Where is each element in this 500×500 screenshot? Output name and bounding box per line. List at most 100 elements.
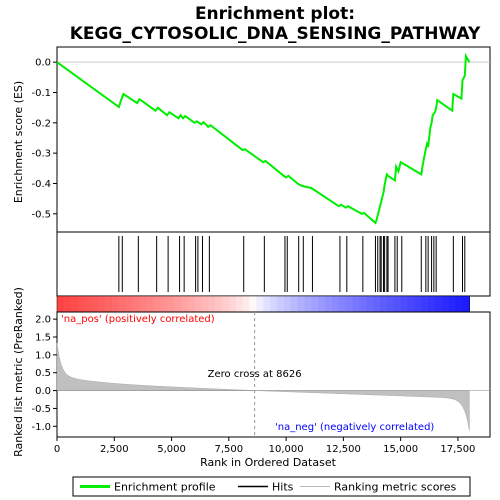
- rank-color-bar-segment: [304, 296, 312, 312]
- rank-color-bar-segment: [407, 296, 415, 312]
- rank-color-bar-segment: [160, 296, 168, 312]
- es-y-axis-title: Enrichment score (ES): [12, 81, 25, 203]
- rank-color-bar-segment: [325, 296, 333, 312]
- rank-color-bar-segment: [311, 296, 319, 312]
- x-tick-label: 10,000: [269, 444, 304, 455]
- rank-color-bar-segment: [263, 296, 271, 312]
- x-tick-label: 2,500: [100, 444, 129, 455]
- rank-color-bar-segment: [180, 296, 189, 312]
- rank-color-bar-segment: [57, 296, 65, 312]
- rank-color-bar-segment: [256, 296, 264, 312]
- rank-color-bar-segment: [359, 296, 367, 312]
- rank-color-bar-segment: [414, 296, 422, 312]
- rank-color-bar-segment: [318, 296, 326, 312]
- x-tick-label: 0: [54, 444, 60, 455]
- es-y-tick-label: -0.2: [31, 118, 51, 129]
- rank-color-bar-segment: [187, 296, 196, 312]
- rank-color-bar-segment: [462, 296, 470, 312]
- rank-color-bar-segment: [428, 296, 436, 312]
- rank-color-bar-segment: [235, 296, 244, 312]
- rank-color-bar-segment: [221, 296, 230, 312]
- rank-color-bar-segment: [98, 296, 106, 312]
- rank-color-bar-segment: [276, 296, 285, 312]
- rank-color-bar-segment: [91, 296, 99, 312]
- chart-title-line-1: Enrichment plot:: [195, 4, 355, 24]
- rank-color-bar-segment: [146, 296, 154, 312]
- rank-color-bar-segment: [338, 296, 347, 312]
- legend-label: Hits: [272, 481, 294, 494]
- rank-color-bar-segment: [455, 296, 464, 312]
- legend: Enrichment profile Hits Ranking metric sco…: [72, 476, 471, 497]
- rank-color-bar-segment: [435, 296, 443, 312]
- rank-y-tick-label: 1.0: [35, 350, 51, 361]
- rank-color-bar-segment: [105, 296, 113, 312]
- es-y-tick-label: -0.4: [31, 179, 51, 190]
- rank-color-bar-segment: [448, 296, 457, 312]
- es-y-tick-label: -0.5: [31, 209, 51, 220]
- x-tick-label: 12,500: [326, 444, 361, 455]
- x-tick-label: 15,000: [383, 444, 418, 455]
- rank-color-bar-segment: [70, 296, 79, 312]
- rank-y-tick-label: 2.0: [35, 315, 51, 326]
- legend-label: Ranking metric scores: [334, 481, 456, 494]
- rank-color-bar-segment: [132, 296, 141, 312]
- chart-title-line-2: KEGG_CYTOSOLIC_DNA_SENSING_PATHWAY: [70, 24, 481, 44]
- rank-color-bar-segment: [242, 296, 251, 312]
- rank-color-bar-segment: [166, 296, 175, 312]
- rank-color-bar-segment: [249, 296, 257, 312]
- rank-color-bar-segment: [421, 296, 429, 312]
- rank-color-bar-segment: [380, 296, 388, 312]
- x-tick-label: 7,500: [215, 444, 244, 455]
- rank-color-bar-segment: [77, 296, 86, 312]
- rank-y-axis-title: Ranked list metric (PreRanked): [12, 287, 25, 457]
- rank-color-bar-segment: [228, 296, 237, 312]
- x-tick-label: 17,500: [440, 444, 475, 455]
- hits-panel: [56, 231, 491, 313]
- rank-y-tick-label: -1.0: [31, 422, 51, 433]
- rank-color-bar-segment: [297, 296, 306, 312]
- neg-correlated-label: 'na_neg' (negatively correlated): [275, 422, 434, 433]
- rank-color-bar-segment: [194, 296, 202, 312]
- rank-color-bar-segment: [84, 296, 92, 312]
- rank-color-bar-segment: [153, 296, 161, 312]
- x-axis-title: Rank in Ordered Dataset: [200, 456, 337, 469]
- rank-y-tick-label: 1.5: [35, 333, 51, 344]
- rank-color-bar-segment: [173, 296, 182, 312]
- rank-panel: Zero cross at 8626 'na_pos' (positively c…: [31, 311, 491, 455]
- rank-color-bar-segment: [352, 296, 361, 312]
- rank-color-bar-segment: [290, 296, 299, 312]
- rank-plot-frame: [56, 311, 491, 438]
- es-y-tick-label: -0.1: [31, 88, 51, 99]
- rank-color-bar-segment: [201, 296, 209, 312]
- rank-color-bar-segment: [63, 296, 72, 312]
- es-y-tick-label: -0.3: [31, 149, 51, 160]
- rank-color-bar-segment: [118, 296, 127, 312]
- es-panel: 0.0 -0.1 -0.2 -0.3 -0.4 -0.5: [31, 46, 491, 233]
- rank-color-bar-segment: [111, 296, 120, 312]
- rank-color-bar-segment: [386, 296, 395, 312]
- rank-color-bar-segment: [373, 296, 381, 312]
- rank-color-bar-segment: [125, 296, 134, 312]
- rank-color-bar-segment: [139, 296, 147, 312]
- rank-color-bar-segment: [208, 296, 216, 312]
- enrichment-profile-line: [56, 52, 471, 225]
- rank-color-bar-segment: [215, 296, 223, 312]
- legend-label: Enrichment profile: [114, 481, 216, 494]
- rank-color-bar-segment: [366, 296, 374, 312]
- pos-correlated-label: 'na_pos' (positively correlated): [61, 314, 215, 325]
- rank-color-bar-segment: [331, 296, 340, 312]
- rank-color-bar-segment: [270, 296, 278, 312]
- zero-cross-label: Zero cross at 8626: [208, 369, 302, 380]
- es-plot-frame: [56, 46, 491, 233]
- rank-color-bar-segment: [393, 296, 402, 312]
- ranking-metric-area: [56, 343, 470, 431]
- rank-y-tick-label: 0.0: [35, 386, 51, 397]
- hits-frame: [56, 231, 491, 297]
- rank-color-bar-segment: [345, 296, 354, 312]
- rank-color-bar-segment: [441, 296, 450, 312]
- es-y-tick-label: 0.0: [35, 58, 51, 69]
- x-tick-label: 5,000: [157, 444, 186, 455]
- legend-box: [72, 476, 471, 497]
- rank-color-bar-segment: [283, 296, 292, 312]
